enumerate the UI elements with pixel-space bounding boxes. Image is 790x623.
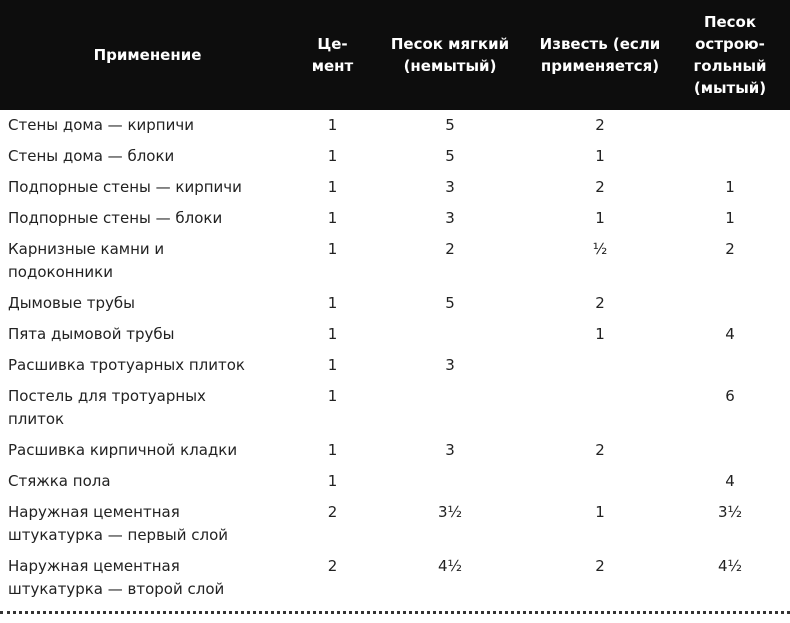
cell	[530, 381, 670, 435]
row-label: Подпорные стены — кирпичи	[8, 178, 242, 196]
row-label: Карнизные камни и подоконники	[8, 240, 165, 281]
cell: 1	[327, 147, 338, 165]
row-label: Стены дома — кирпичи	[8, 116, 194, 134]
table-row: Подпорные стены — блоки 1 3 1 1	[0, 203, 790, 234]
cell	[670, 110, 790, 141]
table-row: Стены дома — кирпичи 1 5 2	[0, 110, 790, 141]
table-row: Расшивка тротуарных плиток 1 3	[0, 350, 790, 381]
cell: 6	[725, 387, 735, 405]
cell: 2	[725, 240, 735, 258]
row-label: Расшивка тротуарных плиток	[8, 356, 245, 374]
cell: 3	[445, 441, 455, 459]
cell: 2	[595, 441, 605, 459]
table-row: Стяжка пола 1 4	[0, 466, 790, 497]
cell: 1	[327, 387, 338, 405]
cell: 1	[595, 147, 605, 165]
row-label: Стяжка пола	[8, 472, 111, 490]
cell: 3	[445, 209, 455, 227]
cell: 2	[327, 557, 338, 575]
cell: 1	[327, 240, 338, 258]
cell: 3	[445, 178, 455, 196]
table-row: Дымовые трубы 1 5 2	[0, 288, 790, 319]
cell	[370, 466, 530, 497]
cell: 1	[327, 116, 338, 134]
table-body: Стены дома — кирпичи 1 5 2 Стены дома — блок…	[0, 110, 790, 605]
cell: 1	[725, 178, 735, 196]
row-label: Расшивка кирпичной кладки	[8, 441, 238, 459]
cell	[670, 141, 790, 172]
cell: 5	[445, 147, 455, 165]
cell: 1	[327, 325, 338, 343]
cell: 1	[327, 441, 338, 459]
dotted-rule	[0, 611, 790, 614]
cell: 3½	[717, 503, 743, 521]
row-label: Пята дымовой трубы	[8, 325, 175, 343]
cell	[370, 381, 530, 435]
cell: 1	[327, 356, 338, 374]
header-cell: Песок острою- гольный (мытый)	[670, 0, 790, 110]
cell: 1	[595, 503, 605, 521]
cell: 3	[445, 356, 455, 374]
table-row: Карнизные камни и подоконники 1 2 ½ 2	[0, 234, 790, 288]
header-cell: Це- мент	[295, 0, 370, 110]
cell: 4½	[437, 557, 463, 575]
cell: 1	[327, 178, 338, 196]
table-row: Расшивка кирпичной кладки 1 3 2	[0, 435, 790, 466]
row-label: Наружная цементная штукатурка — второй с…	[8, 557, 225, 598]
cell	[530, 350, 670, 381]
cell: 1	[327, 209, 338, 227]
cell: ½	[592, 240, 608, 258]
cell: 4	[725, 325, 735, 343]
header-row: Применение Це- мент Песок мягкий (немытый)…	[0, 0, 790, 110]
row-label: Наружная цементная штукатурка — первый с…	[8, 503, 229, 544]
table-row: Подпорные стены — кирпичи 1 3 2 1	[0, 172, 790, 203]
cell: 2	[445, 240, 455, 258]
cell	[370, 319, 530, 350]
cell: 3½	[437, 503, 463, 521]
cell: 5	[445, 294, 455, 312]
table-row: Стены дома — блоки 1 5 1	[0, 141, 790, 172]
cell	[670, 350, 790, 381]
cell: 1	[327, 472, 338, 490]
cell: 1	[595, 325, 605, 343]
table-row: Наружная цементная штукатурка — первый с…	[0, 497, 790, 551]
table-row: Пята дымовой трубы 1 1 4	[0, 319, 790, 350]
row-label: Дымовые трубы	[8, 294, 135, 312]
header-cell: Применение	[0, 0, 295, 110]
mortar-table: Применение Це- мент Песок мягкий (немытый)…	[0, 0, 790, 605]
cell: 2	[595, 178, 605, 196]
cell: 5	[445, 116, 455, 134]
cell: 1	[595, 209, 605, 227]
cell: 1	[327, 294, 338, 312]
cell: 1	[725, 209, 735, 227]
table-row: Постель для тротуарных плиток 1 6	[0, 381, 790, 435]
row-label: Стены дома — блоки	[8, 147, 175, 165]
table-row: Наружная цементная штукатурка — второй с…	[0, 551, 790, 605]
cell	[670, 288, 790, 319]
row-label: Подпорные стены — блоки	[8, 209, 223, 227]
cell: 2	[327, 503, 338, 521]
header-cell: Известь (если применяется)	[530, 0, 670, 110]
cell	[530, 466, 670, 497]
cell: 2	[595, 116, 605, 134]
row-label: Постель для тротуарных плиток	[8, 387, 206, 428]
cell: 4	[725, 472, 735, 490]
header-cell: Песок мягкий (немытый)	[370, 0, 530, 110]
cell: 2	[595, 557, 605, 575]
cell: 4½	[717, 557, 743, 575]
cell: 2	[595, 294, 605, 312]
cell	[670, 435, 790, 466]
